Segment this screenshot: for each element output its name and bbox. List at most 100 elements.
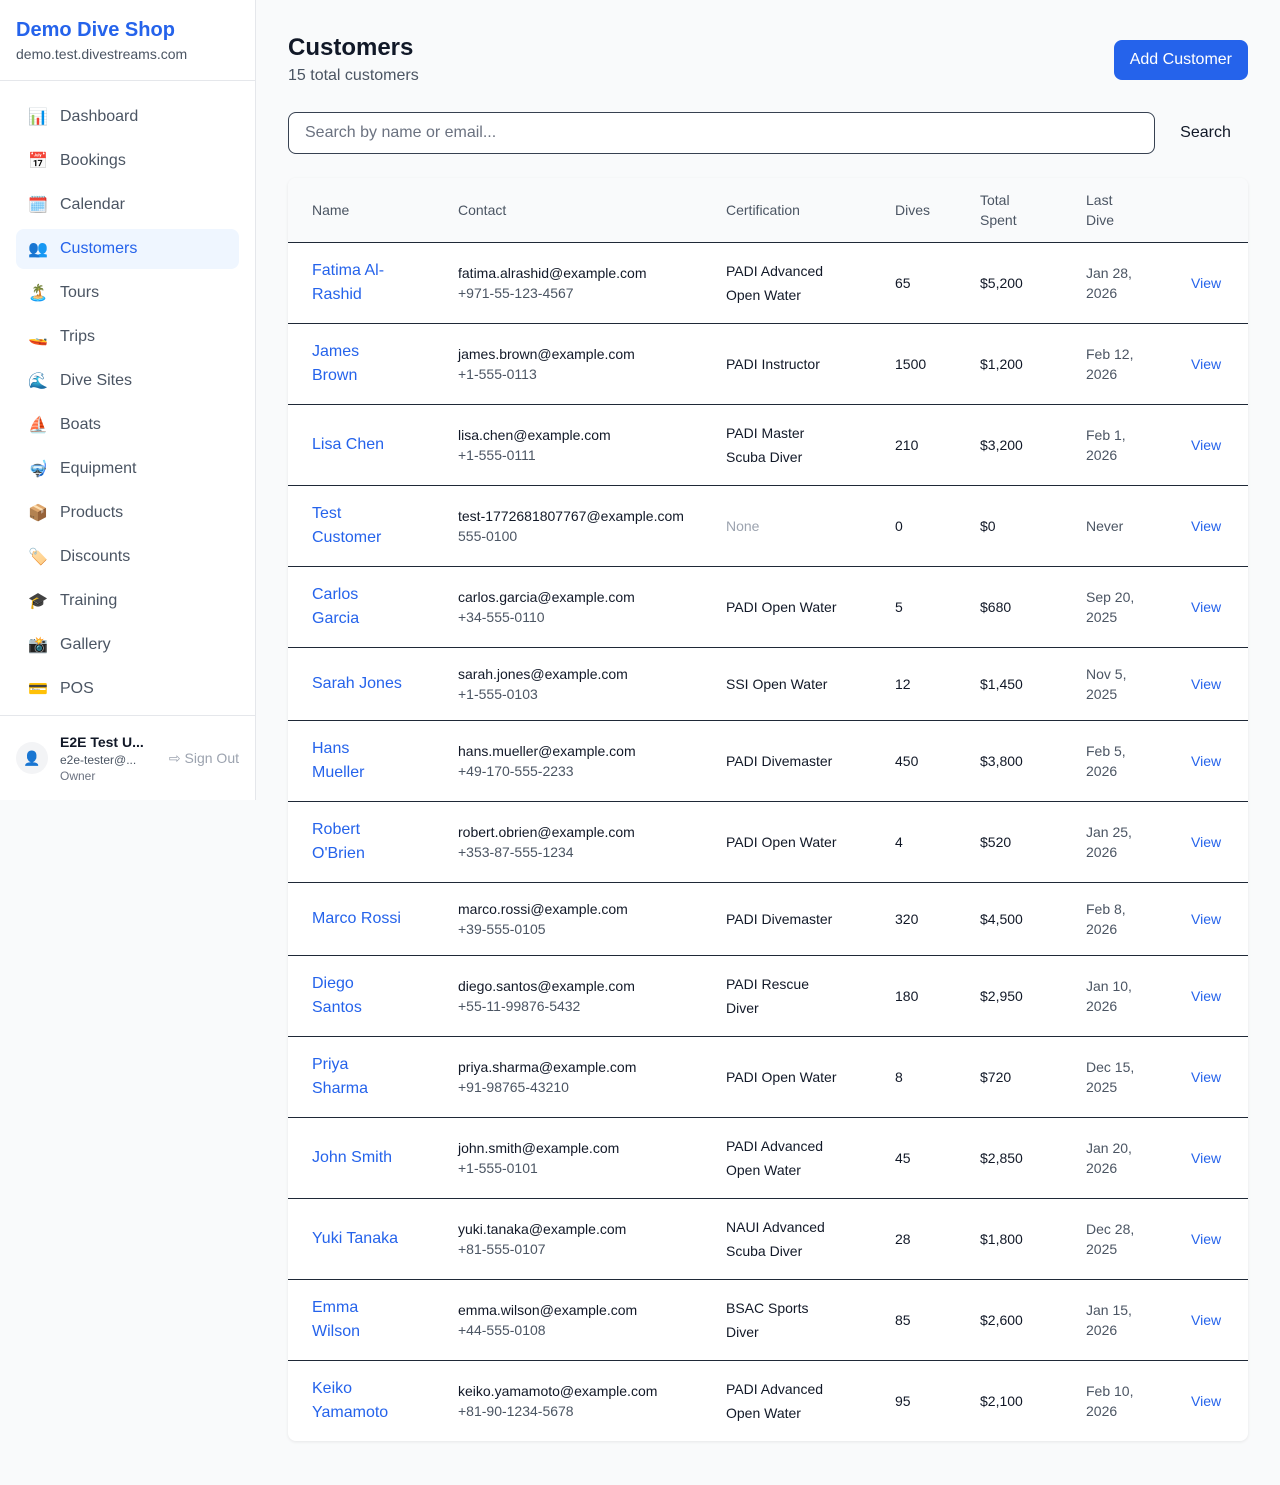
customer-count: 15 total customers xyxy=(288,67,419,84)
sidebar-item-label: Discounts xyxy=(60,548,131,565)
certification: PADI Master Scuba Diver xyxy=(726,424,805,465)
training-icon: 🎓 xyxy=(28,593,48,610)
customer-name-link[interactable]: Lisa Chen xyxy=(312,435,385,453)
total-spent-cell: $3,800 xyxy=(956,720,1062,802)
sidebar-item-calendar[interactable]: 🗓️ Calendar xyxy=(16,185,239,225)
certification: SSI Open Water xyxy=(726,675,828,692)
customer-name-link[interactable]: Hans Mueller xyxy=(312,739,365,781)
customer-name-link[interactable]: Carlos Garcia xyxy=(312,585,360,627)
view-customer-link[interactable]: View xyxy=(1191,910,1222,927)
customer-name-link[interactable]: Priya Sharma xyxy=(312,1055,369,1097)
trips-icon: 🚤 xyxy=(28,329,48,346)
sidebar-item-trips[interactable]: 🚤 Trips xyxy=(16,317,239,357)
sidebar-item-label: Training xyxy=(60,592,118,609)
sidebar-item-bookings[interactable]: 📅 Bookings xyxy=(16,141,239,181)
name-cell: Keiko Yamamoto xyxy=(288,1360,434,1441)
customer-email: carlos.garcia@example.com xyxy=(458,588,635,605)
sidebar-item-equipment[interactable]: 🤿 Equipment xyxy=(16,449,239,489)
certification-cell: PADI Divemaster xyxy=(702,882,871,956)
dives-cell: 0 xyxy=(871,485,956,567)
name-cell: Robert O'Brien xyxy=(288,801,434,883)
certification-cell: NAUI Advanced Scuba Diver xyxy=(702,1198,871,1280)
sidebar-item-tours[interactable]: 🏝️ Tours xyxy=(16,273,239,313)
view-customer-link[interactable]: View xyxy=(1191,987,1222,1004)
sidebar-item-gallery[interactable]: 📸 Gallery xyxy=(16,625,239,665)
customer-email: john.smith@example.com xyxy=(458,1139,620,1156)
customer-name-link[interactable]: Emma Wilson xyxy=(312,1298,361,1340)
customer-name-link[interactable]: Yuki Tanaka xyxy=(312,1229,398,1247)
last-dive: Feb 5, 2026 xyxy=(1086,742,1126,779)
search-input[interactable] xyxy=(288,112,1155,154)
sidebar-item-dashboard[interactable]: 📊 Dashboard xyxy=(16,97,239,137)
user-role: Owner xyxy=(60,769,96,783)
view-customer-link[interactable]: View xyxy=(1191,1392,1222,1409)
search-button[interactable]: Search xyxy=(1163,112,1248,154)
customer-name-link[interactable]: Diego Santos xyxy=(312,974,362,1016)
customer-name-link[interactable]: Sarah Jones xyxy=(312,674,402,692)
total-spent-cell: $1,200 xyxy=(956,323,1062,405)
sidebar-item-pos[interactable]: 💳 POS xyxy=(16,669,239,709)
view-customer-link[interactable]: View xyxy=(1191,436,1222,453)
total-spent-cell: $0 xyxy=(956,485,1062,567)
customer-name-link[interactable]: John Smith xyxy=(312,1148,393,1166)
sidebar-item-discounts[interactable]: 🏷️ Discounts xyxy=(16,537,239,577)
customer-phone: +971-55-123-4567 xyxy=(458,284,574,301)
name-cell: Emma Wilson xyxy=(288,1279,434,1361)
certification-cell: PADI Master Scuba Diver xyxy=(702,404,871,486)
customer-name-link[interactable]: James Brown xyxy=(312,342,360,384)
view-customer-link[interactable]: View xyxy=(1191,598,1222,615)
actions-cell: View xyxy=(1167,1198,1248,1280)
customers-table: Name Contact Certification Dives Total Spent… xyxy=(288,178,1248,1441)
certification-cell: None xyxy=(702,485,871,567)
sidebar-item-dive-sites[interactable]: 🌊 Dive Sites xyxy=(16,361,239,401)
dives-cell: 210 xyxy=(871,404,956,486)
contact-cell: emma.wilson@example.com +44-555-0108 xyxy=(434,1279,702,1361)
view-customer-link[interactable]: View xyxy=(1191,1068,1222,1085)
customer-name-link[interactable]: Marco Rossi xyxy=(312,909,401,927)
contact-cell: hans.mueller@example.com +49-170-555-2233 xyxy=(434,720,702,802)
contact-cell: sarah.jones@example.com +1-555-0103 xyxy=(434,647,702,721)
table-row: Sarah Jones sarah.jones@example.com +1-55… xyxy=(288,647,1248,721)
total-spent-cell: $5,200 xyxy=(956,242,1062,324)
customer-email: hans.mueller@example.com xyxy=(458,742,636,759)
name-cell: Fatima Al-Rashid xyxy=(288,242,434,324)
column-header-name: Name xyxy=(288,178,434,243)
sidebar-item-boats[interactable]: ⛵ Boats xyxy=(16,405,239,445)
view-customer-link[interactable]: View xyxy=(1191,1149,1222,1166)
certification: PADI Open Water xyxy=(726,833,837,850)
last-dive: Jan 20, 2026 xyxy=(1086,1139,1132,1176)
tours-icon: 🏝️ xyxy=(28,285,48,302)
customer-email: priya.sharma@example.com xyxy=(458,1058,637,1075)
customer-email: lisa.chen@example.com xyxy=(458,426,611,443)
certification-cell: PADI Advanced Open Water xyxy=(702,242,871,324)
view-customer-link[interactable]: View xyxy=(1191,355,1222,372)
view-customer-link[interactable]: View xyxy=(1191,1311,1222,1328)
customer-name-link[interactable]: Keiko Yamamoto xyxy=(312,1379,389,1421)
view-customer-link[interactable]: View xyxy=(1191,752,1222,769)
sidebar-item-training[interactable]: 🎓 Training xyxy=(16,581,239,621)
column-header-last-dive: Last Dive xyxy=(1062,178,1167,243)
dives-cell: 180 xyxy=(871,955,956,1037)
sidebar-item-customers[interactable]: 👥 Customers xyxy=(16,229,239,269)
add-customer-button[interactable]: Add Customer xyxy=(1113,40,1248,80)
total-spent-cell: $520 xyxy=(956,801,1062,883)
view-customer-link[interactable]: View xyxy=(1191,274,1222,291)
user-avatar-icon: 👤 xyxy=(16,742,48,774)
sidebar-item-products[interactable]: 📦 Products xyxy=(16,493,239,533)
brand-domain: demo.test.divestreams.com xyxy=(16,46,188,62)
sidebar-item-label: Boats xyxy=(60,416,101,433)
table-header-row: Name Contact Certification Dives Total Spent… xyxy=(288,178,1248,243)
view-customer-link[interactable]: View xyxy=(1191,1230,1222,1247)
customer-name-link[interactable]: Robert O'Brien xyxy=(312,820,365,862)
view-customer-link[interactable]: View xyxy=(1191,833,1222,850)
customer-name-link[interactable]: Fatima Al-Rashid xyxy=(312,261,385,303)
view-customer-link[interactable]: View xyxy=(1191,675,1222,692)
sign-out-button[interactable]: ⇨ Sign Out xyxy=(169,750,239,767)
brand-name[interactable]: Demo Dive Shop xyxy=(16,19,175,41)
last-dive: Jan 25, 2026 xyxy=(1086,823,1132,860)
table-row: Test Customer test-1772681807767@example… xyxy=(288,485,1248,567)
view-customer-link[interactable]: View xyxy=(1191,517,1222,534)
customer-name-link[interactable]: Test Customer xyxy=(312,504,382,546)
customer-email: emma.wilson@example.com xyxy=(458,1301,638,1318)
column-header-total-spent: Total Spent xyxy=(956,178,1062,243)
